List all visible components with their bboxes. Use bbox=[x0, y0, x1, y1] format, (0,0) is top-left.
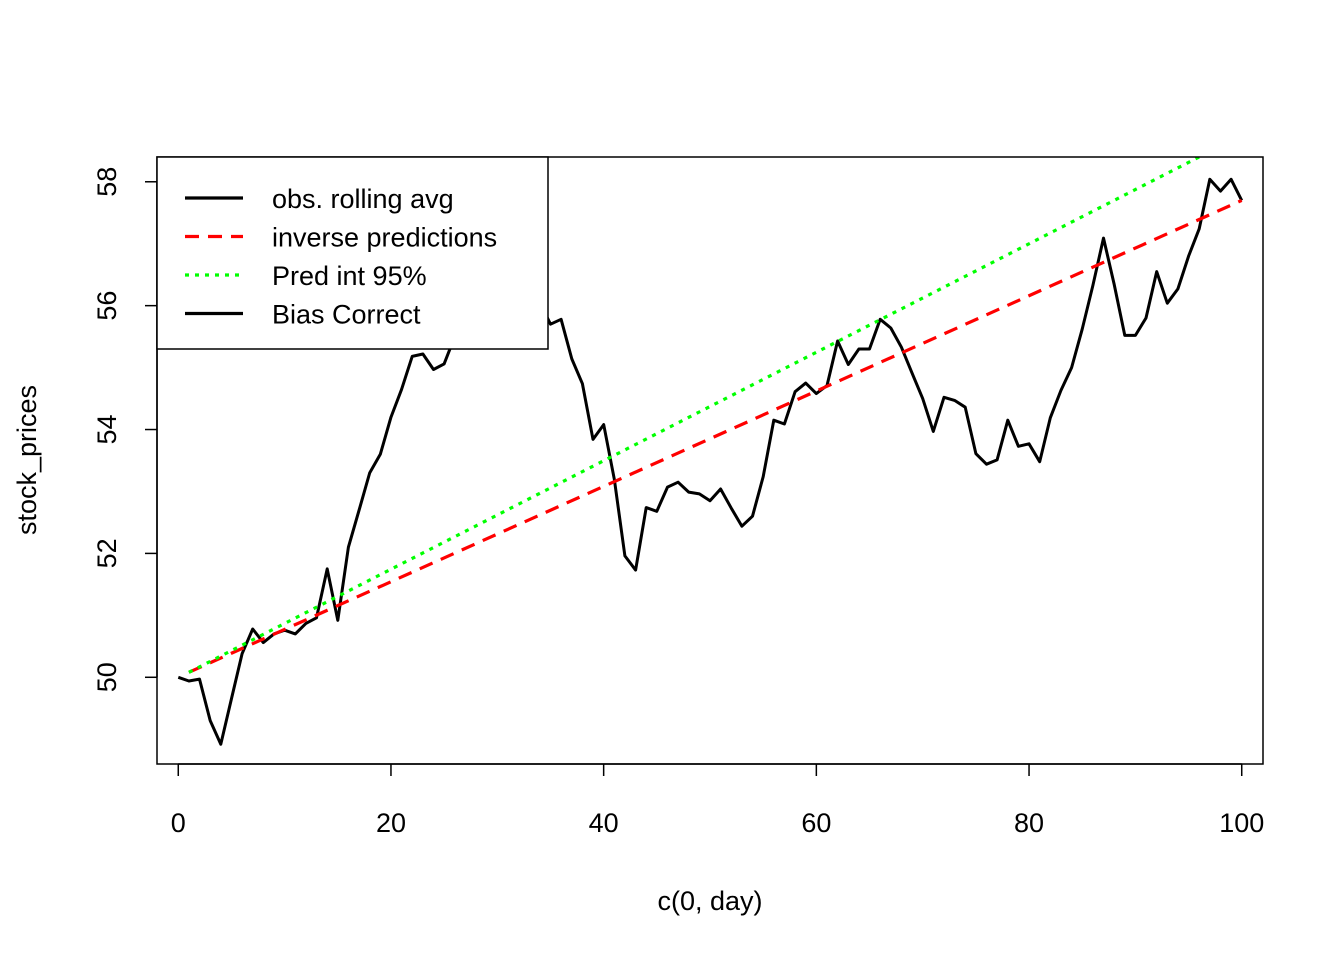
series-layer bbox=[177, 157, 1244, 746]
y-tick-label: 52 bbox=[92, 538, 122, 568]
x-tick-label: 20 bbox=[376, 808, 406, 838]
legend-box bbox=[156, 156, 549, 350]
series-line-2 bbox=[188, 198, 1243, 674]
legend: obs. rolling avg inverse predictions Pred … bbox=[156, 156, 549, 350]
y-tick-label: 50 bbox=[92, 662, 122, 692]
x-tick-label: 40 bbox=[589, 808, 619, 838]
x-tick-label: 100 bbox=[1219, 808, 1264, 838]
legend-label: obs. rolling avg bbox=[272, 184, 454, 214]
legend-label: Bias Correct bbox=[272, 300, 421, 330]
x-axis: 0 20 40 60 80 100 bbox=[171, 763, 1264, 838]
x-axis-label: c(0, day) bbox=[657, 886, 762, 916]
legend-label: inverse predictions bbox=[272, 223, 497, 253]
x-tick-label: 60 bbox=[801, 808, 831, 838]
x-tick-label: 80 bbox=[1014, 808, 1044, 838]
legend-label: Pred int 95% bbox=[272, 261, 427, 291]
y-tick-label: 58 bbox=[92, 167, 122, 197]
y-tick-label: 56 bbox=[92, 291, 122, 321]
y-tick-label: 54 bbox=[92, 415, 122, 445]
series-line-1 bbox=[177, 177, 1244, 746]
x-tick-label: 0 bbox=[171, 808, 186, 838]
y-axis: 50 52 54 56 58 bbox=[92, 167, 158, 692]
y-axis-label: stock_prices bbox=[12, 385, 42, 535]
